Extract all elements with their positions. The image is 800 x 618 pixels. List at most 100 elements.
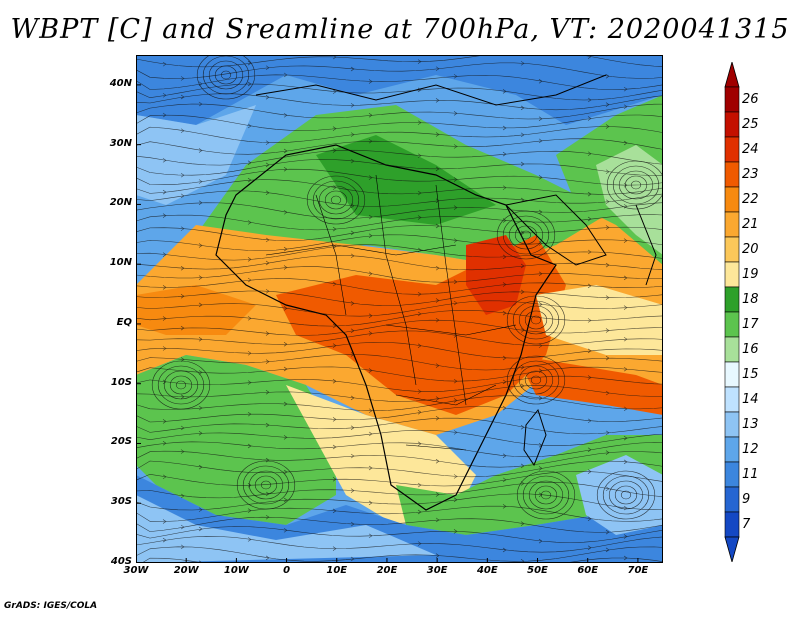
colorbar-segment [724,511,740,538]
streamline-arrow [265,65,270,70]
streamline-arrow [520,61,525,66]
vortex-ring [602,475,650,515]
streamline [136,375,663,392]
streamline-arrow [520,263,525,269]
streamline-arrow [332,126,337,131]
streamline-arrow [283,72,288,78]
longitude-label: 70E [627,565,649,576]
field-warmest-spot [466,235,526,315]
streamline-arrow [332,226,337,232]
colorbar-segment [724,211,740,238]
streamline-arrow [623,366,628,372]
streamline [136,300,663,317]
streamline [136,526,663,543]
streamline-arrow [417,509,422,515]
streamline-arrow [350,328,355,333]
streamline-arrow [198,179,203,184]
streamline-arrow [350,556,355,562]
streamline-arrow [368,408,373,413]
streamline-arrow [453,205,458,210]
streamline [136,493,663,511]
colorbar-segment [724,411,740,438]
streamline [136,505,663,522]
streamline-arrow [435,223,440,229]
field-light-blue-arabia [596,145,663,255]
streamline-arrow [587,116,592,121]
streamline-arrow [198,200,203,206]
streamline-arrow [283,497,288,503]
streamline-arrow [623,104,628,109]
longitude-label: 10E [326,565,348,576]
streamline-arrow [198,405,203,411]
vortex-ring [506,355,566,405]
streamline-arrow [265,359,270,364]
vortex-ring [528,480,564,510]
vortex-ring [175,380,187,390]
streamline-arrow [623,305,628,310]
vortex-ring [248,470,284,500]
streamline-arrow [417,343,422,348]
streamline-arrow [587,283,592,289]
streamline-arrow [368,368,373,373]
streamline-arrow [435,98,440,103]
streamline-arrow [247,411,252,417]
colorbar-segment [724,186,740,213]
streamline-arrow [283,306,288,311]
streamline-arrow [587,216,592,222]
streamline-arrow [502,477,507,483]
streamline-arrow [162,61,167,67]
vortex-ring [157,365,205,405]
colorbar-label: 11 [742,466,759,482]
streamline-arrow [435,66,440,71]
streamline-arrow [605,430,610,436]
streamline-arrow [162,285,167,290]
streamline-arrow [180,128,185,133]
streamline-arrow [623,555,628,561]
vortex-ring [518,305,554,335]
streamline-arrow [180,493,185,499]
streamline-arrow [417,120,422,125]
streamline-arrow [538,343,543,348]
streamline-arrow [350,103,355,108]
streamline-arrow [453,144,458,149]
streamline [136,430,663,446]
streamline-arrow [435,298,440,303]
streamline-arrow [332,343,337,348]
streamline [136,179,663,195]
streamline-arrow [538,492,543,497]
streamline-arrow [198,464,203,470]
streamline [136,310,663,327]
streamline [136,482,663,499]
streamline-arrow [623,204,628,209]
vortex-ring [208,60,244,90]
colorbar-segment [724,436,740,463]
streamline-arrow [605,529,610,535]
streamline-arrow [162,158,167,163]
streamline-arrow [247,316,252,321]
vortex-ring [306,175,366,225]
streamline-arrow [587,97,592,103]
vortex-ring [612,165,660,205]
streamline-arrow [417,541,422,546]
colorbar-segment [724,336,740,363]
streamline [136,450,663,468]
streamline-arrow [453,300,458,306]
streamline [136,546,663,562]
streamline-arrow [283,167,288,172]
vortex-ring [330,195,342,205]
streamline-arrow [162,419,167,424]
colorbar-label: 21 [742,216,759,232]
streamline-arrow [623,275,628,281]
streamline-arrow [453,378,458,384]
latitude-label: 40N [109,77,132,89]
streamline-arrow [265,514,270,520]
vortex-ring [169,375,193,395]
latitude-label: 10S [110,376,132,388]
vortex-ring [540,490,552,500]
streamline-arrow [350,425,355,431]
vortex-ring [506,295,566,345]
streamline-arrow [435,396,440,401]
longitude-label: 30W [123,565,149,576]
map-border [136,55,663,563]
streamline [136,266,663,283]
